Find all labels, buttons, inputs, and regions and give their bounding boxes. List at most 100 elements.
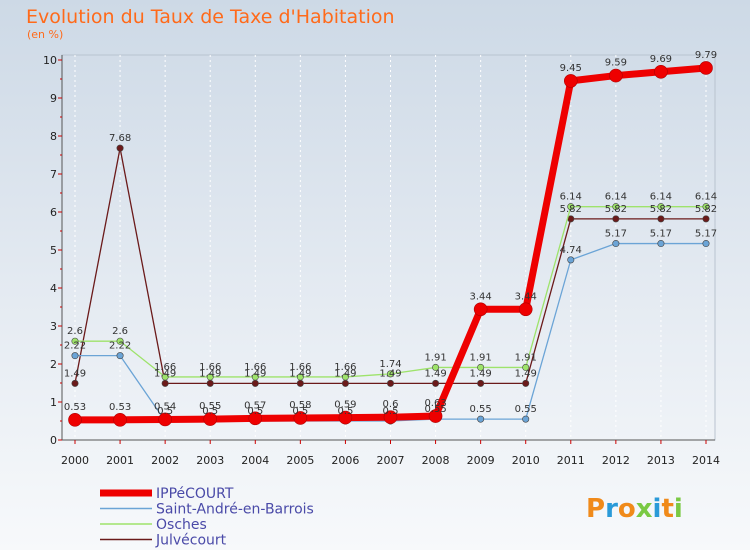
- data-point: [567, 203, 575, 211]
- data-point: [567, 256, 575, 264]
- y-tick-label: 3: [50, 320, 57, 333]
- data-point: [609, 68, 623, 83]
- series-Osches: [71, 203, 710, 381]
- data-label: 1.49: [64, 368, 86, 379]
- y-tick-label: 1: [50, 396, 57, 409]
- logo-letter: x: [636, 494, 653, 524]
- data-point: [158, 412, 172, 427]
- data-label: 1.49: [199, 368, 221, 379]
- chart-title: Evolution du Taux de Taxe d'Habitation: [26, 6, 395, 28]
- x-tick-label: 2002: [151, 454, 179, 467]
- x-tick-label: 2010: [512, 454, 540, 467]
- data-point: [657, 240, 665, 248]
- x-tick-label: 2000: [61, 454, 89, 467]
- data-label: 1.49: [379, 368, 401, 379]
- data-point: [248, 411, 263, 426]
- data-label: 2.6: [67, 326, 83, 337]
- series-IPPéCOURT: [68, 61, 713, 427]
- data-point: [206, 379, 214, 387]
- data-label: 3.44: [470, 291, 492, 302]
- data-label: 0.5: [157, 406, 173, 417]
- data-point: [432, 379, 440, 387]
- data-point: [477, 379, 485, 387]
- data-point: [657, 203, 665, 211]
- data-label: 4.74: [560, 245, 582, 256]
- data-point: [251, 379, 259, 387]
- y-tick-label: 9: [50, 92, 57, 105]
- legend-entry: Julvécourt: [155, 533, 227, 549]
- data-label: 0.53: [64, 402, 86, 413]
- data-point: [522, 415, 530, 423]
- data-label: 9.45: [560, 63, 582, 74]
- data-point: [522, 363, 530, 371]
- data-label: 1.66: [154, 362, 176, 373]
- y-tick-label: 6: [50, 206, 57, 219]
- data-point: [113, 413, 127, 427]
- x-tick-label: 2005: [286, 454, 314, 467]
- x-tick-label: 2014: [692, 454, 720, 467]
- y-tick-label: 8: [50, 130, 57, 143]
- logo-letter: i: [653, 494, 662, 524]
- data-label: 0.55: [470, 404, 492, 415]
- data-point: [477, 415, 485, 423]
- data-label: 2.6: [112, 326, 128, 337]
- data-point: [68, 413, 82, 427]
- legend-entry: IPPéCOURT: [156, 486, 234, 502]
- data-label: 0.55: [424, 404, 446, 415]
- data-label: 5.17: [605, 229, 627, 240]
- data-point: [386, 370, 394, 378]
- data-point: [563, 74, 578, 88]
- data-point: [341, 373, 349, 381]
- data-label: 3.44: [515, 291, 537, 302]
- data-point: [161, 373, 169, 381]
- data-label: 5.82: [650, 204, 672, 215]
- data-label: 1.49: [289, 368, 311, 379]
- data-point: [116, 144, 124, 152]
- data-point: [116, 352, 124, 360]
- data-label: 0.53: [109, 402, 131, 413]
- data-label: 6.14: [695, 192, 717, 203]
- data-point: [383, 410, 398, 425]
- x-tick-label: 2012: [602, 454, 630, 467]
- x-tick-label: 2001: [106, 454, 134, 467]
- data-point: [296, 373, 304, 381]
- data-label: 6.14: [560, 192, 582, 203]
- axes: 0 1 2 3 4 5 6 7 8 9 10 2000 2001 2002 2003 2004 2005 2006…: [43, 54, 720, 467]
- data-label: 5.17: [695, 229, 717, 240]
- data-point: [296, 379, 304, 387]
- y-tick-label: 0: [50, 434, 57, 447]
- x-tick-label: 2003: [196, 454, 224, 467]
- x-tick-label: 2011: [557, 454, 585, 467]
- data-point: [71, 379, 79, 387]
- data-label: 0.63: [424, 398, 446, 409]
- data-label: 6.14: [605, 192, 627, 203]
- data-label: 1.49: [515, 368, 537, 379]
- data-point: [477, 363, 485, 371]
- data-label: 9.69: [650, 54, 672, 65]
- x-tick-label: 2004: [241, 454, 269, 467]
- data-point: [428, 409, 443, 423]
- data-label: 7.68: [109, 133, 131, 144]
- data-point: [338, 410, 353, 425]
- data-label: 9.59: [605, 58, 627, 69]
- data-point: [432, 363, 440, 371]
- data-label: 0.5: [202, 406, 218, 417]
- data-label: 0.54: [154, 401, 176, 412]
- logo-letter: t: [661, 494, 673, 524]
- data-point: [612, 240, 620, 248]
- data-label: 0.5: [337, 406, 353, 417]
- data-point: [206, 373, 214, 381]
- data-label: 1.91: [515, 352, 537, 363]
- logo-letter: o: [618, 494, 636, 524]
- data-label: 0.5: [247, 406, 263, 417]
- data-point: [654, 64, 668, 79]
- data-point: [71, 337, 79, 345]
- y-tick-label: 7: [50, 168, 57, 181]
- x-tick-label: 2009: [467, 454, 495, 467]
- logo-letter: P: [586, 494, 605, 524]
- data-point: [203, 412, 218, 426]
- data-label: 1.91: [424, 352, 446, 363]
- data-labels: 1.49 7.68 1.49 1.49 1.49 1.49 1.49 1.49 1.49 1.49…: [64, 50, 717, 417]
- data-label: 0.5: [383, 406, 399, 417]
